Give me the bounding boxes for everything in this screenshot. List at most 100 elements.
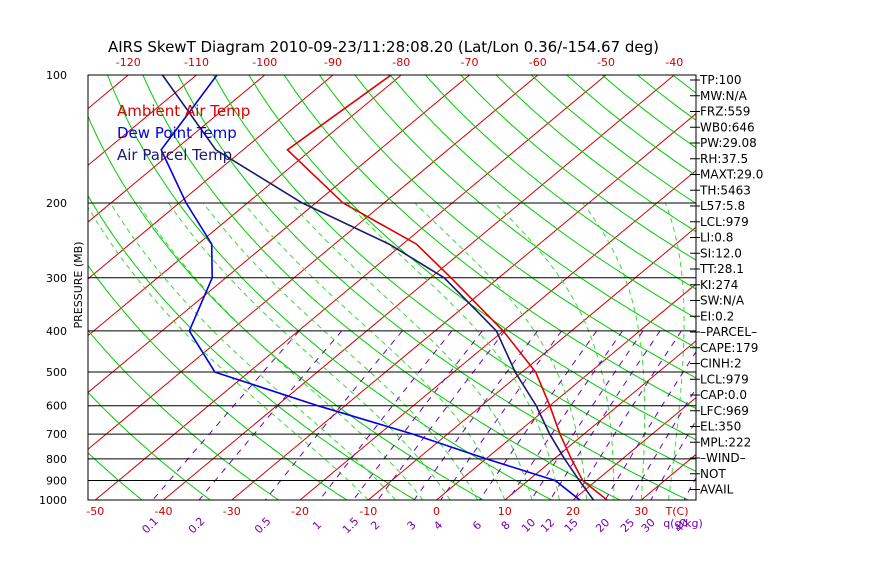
- side-panel-item: LCL:979: [700, 215, 749, 229]
- isotherm-line: [232, 75, 743, 500]
- moist-adiabat-line: [583, 203, 645, 500]
- mixing-ratio-tick-label: 3: [405, 518, 419, 532]
- top-temp-tick-label: -90: [324, 56, 342, 69]
- pressure-tick-label: 300: [46, 272, 67, 285]
- dry-adiabat-line: [355, 75, 870, 500]
- mixing-ratio-tick-label: 25: [618, 516, 637, 535]
- mixing-ratio-tick-label: 10: [519, 516, 538, 535]
- side-panel-item: LCL:979: [700, 372, 749, 386]
- legend-item-2: Dew Point Temp: [117, 124, 237, 142]
- dry-adiabat-line: [0, 75, 6, 500]
- bottom-temp-tick-label: -50: [86, 505, 104, 518]
- side-panel-item: CINH:2: [700, 357, 742, 371]
- pressure-tick-label: 200: [46, 197, 67, 210]
- side-panel: TP:100MW:N/AFRZ:559WB0:646PW:29.08RH:37.…: [690, 73, 763, 497]
- side-panel-item: CAP:0.0: [700, 388, 747, 402]
- side-panel-item: –WIND–: [700, 451, 746, 465]
- chart-title: AIRS SkewT Diagram 2010-09-23/11:28:08.2…: [108, 38, 659, 56]
- legend-item-3: Air Parcel Temp: [117, 146, 232, 164]
- mixing-ratio-tick-label: 6: [470, 518, 484, 532]
- moist-adiabat-line: [415, 203, 587, 500]
- bottom-temp-tick-label: -20: [291, 505, 309, 518]
- mixing-ratio-tick-label: 1.5: [340, 515, 362, 537]
- mixing-ratio-tick-label: 2: [368, 518, 382, 532]
- side-panel-item: KI:274: [700, 278, 738, 292]
- pressure-tick-label: 400: [46, 325, 67, 338]
- dry-adiabat-line: [779, 75, 870, 500]
- moist-adiabat-line: [203, 203, 477, 500]
- pressure-tick-label: 500: [46, 366, 67, 379]
- mixing-ratio-line: [441, 331, 562, 500]
- bottom-temp-tick-label: 20: [566, 505, 580, 518]
- mixing-ratio-tick-label: 20: [593, 516, 612, 535]
- side-panel-item: TP:100: [699, 73, 742, 87]
- bottom-temp-tick-label: 30: [634, 505, 648, 518]
- side-panel-item: RH:37.5: [700, 152, 748, 166]
- pressure-tick-label: 700: [46, 428, 67, 441]
- side-panel-item: SW:N/A: [700, 294, 745, 308]
- isotherm-line: [437, 75, 870, 500]
- moist-adiabat-line: [291, 203, 532, 500]
- moist-adiabat-line: [138, 203, 423, 500]
- top-temp-tick-label: -70: [461, 56, 479, 69]
- top-temp-tick-label: -100: [252, 56, 277, 69]
- side-panel-item: MPL:222: [700, 435, 751, 449]
- side-panel-item: AVAIL: [700, 483, 734, 497]
- mixing-ratio-line: [153, 331, 300, 500]
- mixing-ratio-tick-label: 0.5: [252, 515, 274, 537]
- mixing-ratio-tick-label: 1: [310, 518, 324, 532]
- pressure-tick-label: 600: [46, 400, 67, 413]
- mixing-ratio-line: [378, 331, 505, 500]
- side-panel-item: MAXT:29.0: [700, 168, 763, 182]
- y-axis-label: PRESSURE (MB): [72, 242, 85, 329]
- side-panel-item: SI:12.0: [700, 246, 742, 260]
- top-temp-tick-label: -120: [116, 56, 141, 69]
- bottom-temp-tick-label: -10: [359, 505, 377, 518]
- moist-adiabat-line: [86, 203, 369, 500]
- side-panel-item: FRZ:559: [700, 105, 750, 119]
- moist-adiabat-line: [168, 203, 450, 500]
- moist-adiabat-line: [495, 203, 614, 500]
- side-panel-item: NOT: [700, 467, 726, 481]
- side-panel-item: EL:350: [700, 420, 741, 434]
- isobar-layer: [88, 203, 696, 481]
- mixing-ratio-tick-label: 4: [431, 518, 445, 532]
- side-panel-item: LFC:969: [700, 404, 749, 418]
- mixing-ratio-tick-label: 30: [639, 516, 658, 535]
- side-panel-item: PW:29.08: [700, 136, 757, 150]
- side-panel-item: –PARCEL–: [700, 325, 757, 339]
- side-panel-item: L57:5.8: [700, 199, 745, 213]
- mixing-ratio-tick-label: 8: [499, 518, 513, 532]
- mixing-ratio-tick-label: 15: [562, 516, 581, 535]
- top-temp-tick-label: -110: [184, 56, 209, 69]
- pressure-tick-label: 100: [46, 69, 67, 82]
- dry-adiabat-line: [425, 75, 870, 500]
- isotherm-line: [846, 75, 870, 500]
- top-temp-tick-label: -50: [597, 56, 615, 69]
- pressure-tick-label: 800: [46, 453, 67, 466]
- legend-item-1: Ambient Air Temp: [117, 102, 250, 120]
- side-panel-item: CAPE:179: [700, 341, 758, 355]
- top-temp-tick-label: -80: [392, 56, 410, 69]
- bottom-temp-tick-label: -30: [223, 505, 241, 518]
- top-temp-tick-label: -40: [665, 56, 683, 69]
- side-panel-item: TH:5463: [699, 183, 751, 197]
- side-panel-item: EI:0.2: [700, 309, 734, 323]
- dry-adiabat-line: [390, 75, 870, 500]
- isotherm-line: [778, 75, 870, 500]
- mixing-ratio-line: [550, 331, 660, 500]
- bottom-temp-tick-label: 0: [433, 505, 440, 518]
- isotherm-line: [368, 75, 870, 500]
- dry-adiabat-line: [214, 75, 757, 500]
- side-panel-item: MW:N/A: [700, 89, 748, 103]
- pressure-tick-label: 1000: [39, 494, 67, 507]
- top-temp-tick-label: -60: [529, 56, 547, 69]
- mixing-ratio-axis-label: q(g/kg): [663, 517, 703, 530]
- bottom-temp-tick-label: -40: [155, 505, 173, 518]
- side-panel-item: TT:28.1: [699, 262, 744, 276]
- dry-adiabat-line: [743, 75, 870, 500]
- mixing-ratio-tick-label: 0.2: [186, 515, 208, 537]
- moist-adiabat-line: [347, 203, 559, 500]
